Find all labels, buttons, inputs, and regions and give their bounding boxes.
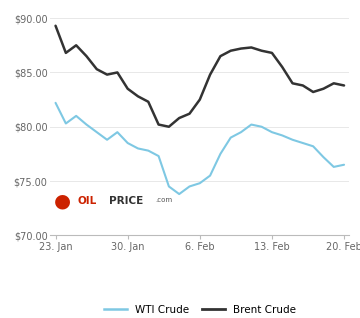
Text: PRICE: PRICE — [109, 196, 143, 206]
Text: ●: ● — [54, 191, 71, 210]
Text: OIL: OIL — [77, 196, 96, 206]
Text: .com: .com — [155, 197, 172, 203]
Legend: WTI Crude, Brent Crude: WTI Crude, Brent Crude — [104, 304, 296, 315]
